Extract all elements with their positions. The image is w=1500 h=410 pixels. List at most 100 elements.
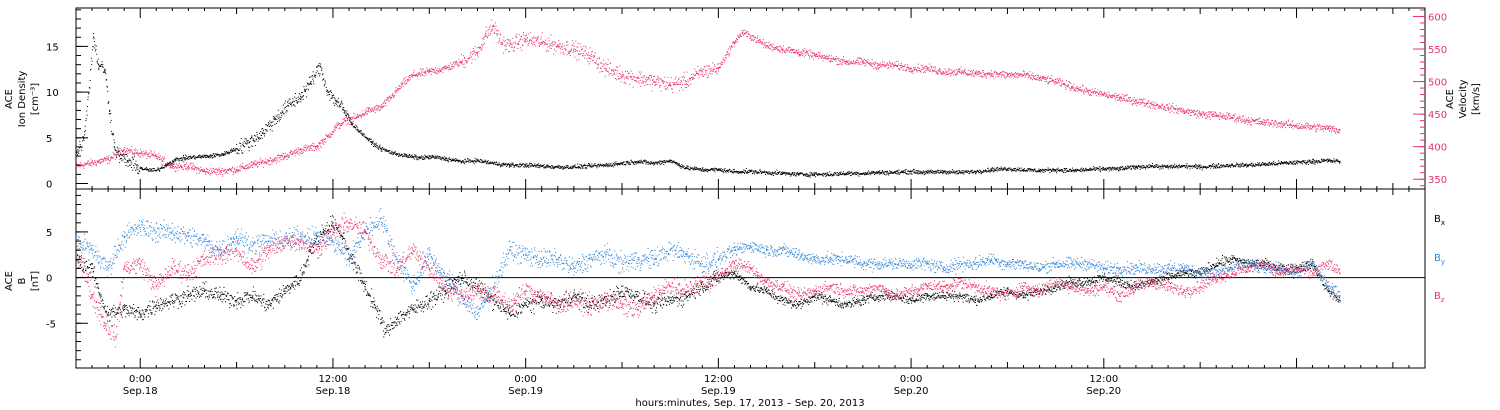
density-sample [530, 163, 532, 164]
velocity-point [910, 68, 912, 70]
velocity-sample [521, 44, 523, 46]
velocity-sample [935, 71, 937, 73]
velocity-sample [909, 70, 911, 72]
velocity-sample [148, 152, 150, 154]
density-sample [450, 160, 452, 162]
velocity-sample [248, 167, 249, 169]
velocity-sample [244, 168, 246, 170]
velocity-sample [330, 136, 332, 138]
density-sample [289, 98, 291, 100]
density-sample [333, 94, 335, 96]
density-sample [534, 164, 535, 166]
density-sample [451, 160, 453, 161]
velocity-sample [1114, 95, 1116, 97]
density-sample [617, 163, 619, 164]
velocity-sample [999, 73, 1001, 75]
velocity-sample [327, 135, 329, 137]
density-sample [623, 161, 625, 163]
velocity-sample [599, 58, 600, 60]
density-sample [312, 71, 314, 73]
density-sample [468, 159, 470, 161]
velocity-sample [946, 71, 948, 73]
density-sample [545, 165, 547, 167]
velocity-sample [837, 58, 839, 60]
density-sample [279, 118, 281, 120]
velocity-sample [913, 69, 915, 71]
velocity-sample [145, 154, 147, 156]
velocity-sample [624, 76, 626, 78]
velocity-sample [1220, 116, 1222, 118]
velocity-sample [844, 62, 846, 64]
velocity-sample [936, 72, 938, 74]
velocity-sample [892, 64, 894, 66]
density-sample [447, 159, 449, 161]
velocity-sample [853, 61, 855, 63]
velocity-sample [529, 40, 530, 42]
velocity-sample [1233, 114, 1235, 116]
density-sample [364, 136, 366, 138]
velocity-sample [875, 68, 877, 69]
velocity-sample [395, 90, 397, 92]
density-sample [558, 167, 560, 168]
velocity-sample [1059, 78, 1061, 80]
velocity-sample [916, 69, 918, 71]
velocity-sample [770, 49, 772, 51]
density-sample [526, 166, 527, 168]
velocity-sample [805, 54, 807, 56]
velocity-sample [1136, 99, 1138, 101]
velocity-sample [364, 112, 366, 114]
velocity-sample [183, 169, 184, 170]
density-sample [625, 161, 627, 163]
velocity-sample [962, 71, 964, 73]
velocity-sample [861, 59, 863, 61]
density-sample [89, 80, 91, 81]
velocity-sample [662, 82, 664, 84]
density-sample [317, 65, 319, 67]
velocity-sample [1267, 119, 1269, 121]
velocity-sample [564, 48, 566, 50]
density-sample [417, 159, 419, 161]
velocity-sample [1030, 77, 1032, 79]
velocity-sample [536, 37, 538, 39]
density-sample [377, 145, 379, 147]
velocity-sample [864, 65, 866, 67]
velocity-sample [188, 167, 190, 169]
velocity-sample [883, 65, 885, 66]
velocity-sample [1037, 79, 1039, 81]
velocity-sample [703, 68, 705, 70]
velocity-sample [724, 60, 726, 62]
velocity-sample [1222, 117, 1224, 119]
velocity-sample [991, 76, 993, 77]
velocity-sample [307, 147, 309, 149]
velocity-point [316, 146, 318, 148]
velocity-sample [322, 142, 324, 144]
density-sample [168, 163, 170, 165]
velocity-sample [704, 66, 706, 68]
velocity-sample [1048, 81, 1050, 83]
velocity-sample [423, 75, 425, 77]
density-sample [273, 118, 275, 120]
velocity-sample [971, 74, 973, 76]
velocity-sample [259, 157, 261, 159]
velocity-sample [620, 76, 622, 78]
velocity-sample [1264, 124, 1266, 126]
velocity-sample [899, 68, 901, 70]
density-sample [355, 124, 357, 126]
velocity-sample [950, 69, 952, 71]
velocity-sample [235, 172, 236, 174]
velocity-sample [193, 168, 195, 169]
velocity-sample [1322, 130, 1324, 132]
velocity-sample [1008, 76, 1010, 77]
velocity-sample [400, 86, 402, 88]
velocity-sample [195, 167, 197, 169]
velocity-sample [246, 167, 248, 169]
velocity-sample [319, 142, 321, 144]
velocity-sample [583, 53, 584, 55]
velocity-sample [789, 49, 791, 51]
velocity-sample [123, 153, 125, 155]
velocity-sample [455, 63, 457, 65]
density-sample [94, 44, 96, 46]
velocity-sample [612, 69, 614, 71]
velocity-sample [1218, 115, 1220, 117]
velocity-sample [276, 158, 278, 160]
